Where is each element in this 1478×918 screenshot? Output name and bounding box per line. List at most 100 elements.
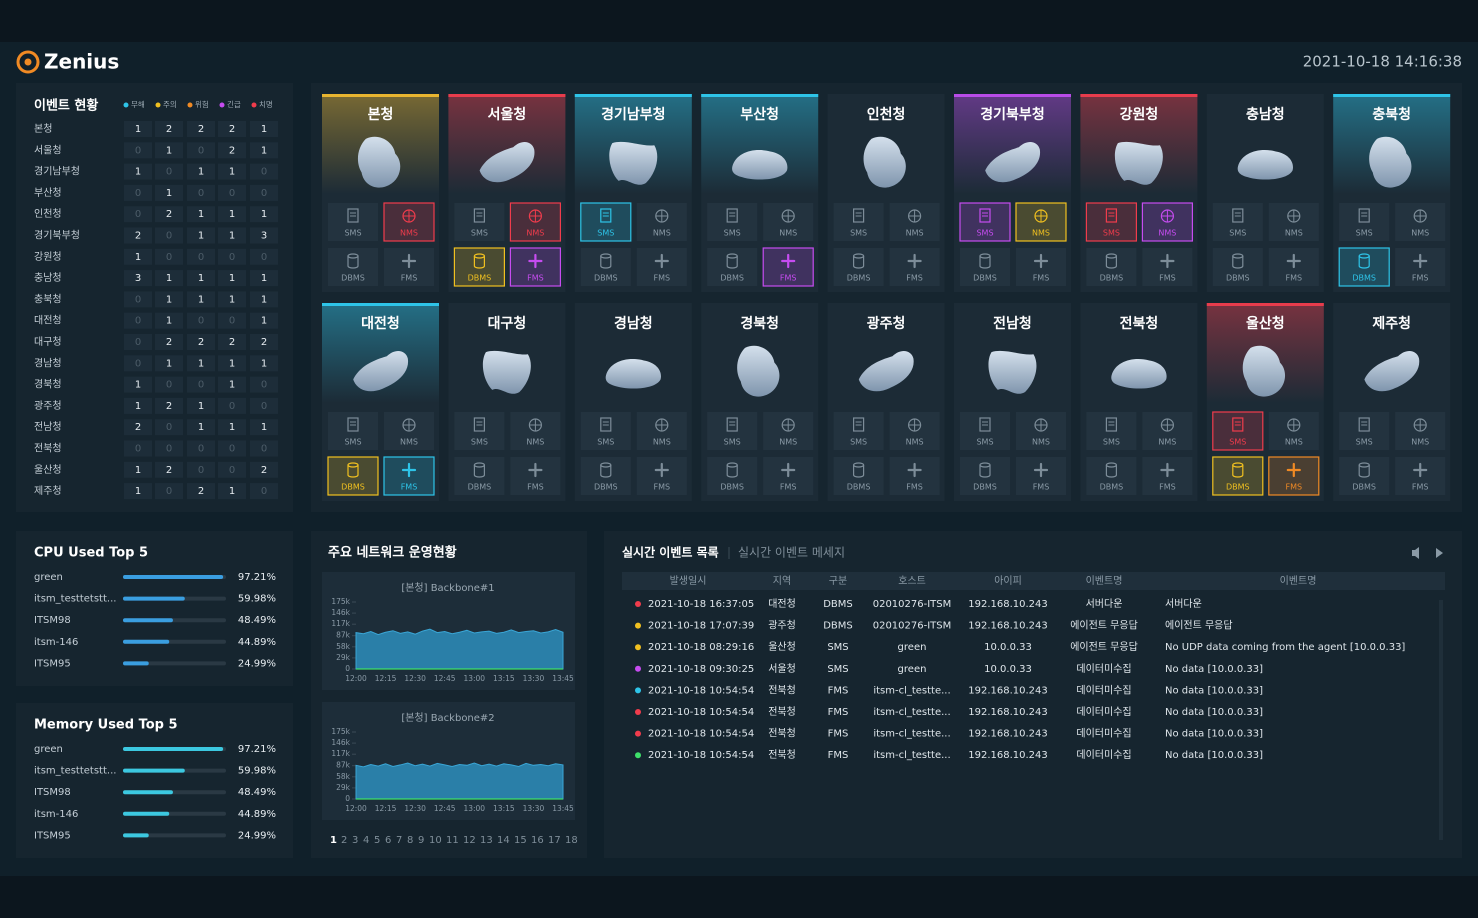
bar <box>123 747 224 751</box>
page-number[interactable]: 6 <box>385 835 391 846</box>
icon <box>726 256 738 269</box>
count: 1 <box>229 294 235 305</box>
count-cell <box>218 312 246 329</box>
chart-title: [본청] Backbone#2 <box>401 712 494 724</box>
accent-bar <box>574 94 692 97</box>
x-tick-label: 13:15 <box>493 674 515 683</box>
count: 2 <box>229 145 235 156</box>
count: 2 <box>261 465 267 476</box>
region-map <box>985 141 1041 183</box>
page-number[interactable]: 12 <box>463 835 476 846</box>
region-title: 대전청 <box>361 315 400 332</box>
page-number[interactable]: 13 <box>480 835 493 846</box>
system-label: FMS <box>780 274 797 283</box>
page-number[interactable]: 16 <box>531 835 544 846</box>
count: 0 <box>229 401 235 412</box>
page-number[interactable]: 4 <box>363 835 369 846</box>
page-number[interactable]: 15 <box>514 835 527 846</box>
system-label: DBMS <box>1100 483 1124 492</box>
sound-icon[interactable] <box>1412 547 1419 559</box>
system-label: DBMS <box>1226 274 1250 283</box>
cell: FMS <box>828 707 849 718</box>
icon <box>528 462 543 478</box>
cell: 2021-10-18 08:29:16 <box>648 642 754 653</box>
count-cell <box>218 483 246 500</box>
cell: 02010276-ITSM <box>873 599 952 610</box>
cell: green <box>898 642 927 653</box>
count-cell <box>250 440 278 457</box>
icon <box>729 421 736 426</box>
cell: 2021-10-18 09:30:25 <box>648 664 754 675</box>
count: 1 <box>261 358 267 369</box>
region-map <box>858 350 914 392</box>
count-cell <box>155 163 183 180</box>
page-number[interactable]: 2 <box>341 835 347 846</box>
icon <box>655 419 668 431</box>
count: 1 <box>261 124 267 135</box>
page-number[interactable]: 18 <box>565 835 578 846</box>
icon <box>1105 417 1118 432</box>
count: 1 <box>229 380 235 391</box>
host-name: itsm-146 <box>34 809 78 820</box>
system-label: FMS <box>1033 483 1050 492</box>
system-label: NMS <box>779 229 797 238</box>
icon <box>1287 419 1300 431</box>
page-number[interactable]: 1 <box>330 835 337 846</box>
system-label: SMS <box>344 229 361 238</box>
page-number[interactable]: 7 <box>396 835 402 846</box>
cell: 10.0.0.33 <box>984 664 1032 675</box>
y-tick-label: 29k <box>336 783 351 792</box>
count-cell <box>250 206 278 223</box>
x-tick-label: 13:30 <box>523 674 545 683</box>
region-name: 충남청 <box>34 272 62 284</box>
count: 0 <box>198 188 204 199</box>
region-title: 본청 <box>368 107 394 123</box>
page-number[interactable]: 5 <box>374 835 380 846</box>
count: 0 <box>198 465 204 476</box>
play-icon[interactable] <box>1436 548 1443 558</box>
cell: 전북청 <box>768 749 796 761</box>
y-tick-label: 117k <box>331 749 350 758</box>
value-label: 59.98% <box>238 766 276 777</box>
cell: 02010276-ITSM <box>873 621 952 632</box>
region-map <box>1114 141 1163 185</box>
count: 3 <box>261 231 267 242</box>
page-number[interactable]: 17 <box>548 835 561 846</box>
region-map <box>737 345 780 397</box>
system-label: FMS <box>1412 274 1429 283</box>
page-number[interactable]: 10 <box>429 835 442 846</box>
count-cell <box>124 334 152 350</box>
count-cell <box>218 334 246 350</box>
system-label: SMS <box>1103 438 1120 447</box>
icon <box>782 419 795 431</box>
system-label: NMS <box>653 229 671 238</box>
count-cell <box>187 121 215 137</box>
system-label: DBMS <box>1352 483 1376 492</box>
count-cell <box>250 355 278 372</box>
page-number[interactable]: 14 <box>497 835 510 846</box>
icon <box>529 210 542 222</box>
accent-bar <box>322 94 439 97</box>
system-label: DBMS <box>973 274 997 283</box>
page-number[interactable]: 3 <box>352 835 358 846</box>
count-cell <box>187 142 215 159</box>
count: 0 <box>166 252 172 263</box>
icon <box>852 417 865 432</box>
count-cell <box>218 248 246 265</box>
page-number[interactable]: 9 <box>418 835 424 846</box>
count: 1 <box>198 231 204 242</box>
x-tick-label: 12:00 <box>345 804 367 813</box>
count: 1 <box>198 422 204 433</box>
y-tick-label: 58k <box>336 772 351 781</box>
icon <box>1234 212 1241 217</box>
count-cell <box>155 483 183 500</box>
event-tab[interactable]: 실시간 이벤트 메세지 <box>738 546 845 560</box>
region-title: 서울청 <box>488 106 527 123</box>
system-label: DBMS <box>973 483 997 492</box>
count-cell <box>155 142 183 159</box>
count: 1 <box>135 465 141 476</box>
page-number[interactable]: 11 <box>446 835 459 846</box>
page-number[interactable]: 8 <box>407 835 413 846</box>
count-cell <box>218 163 246 180</box>
count-cell <box>250 184 278 201</box>
